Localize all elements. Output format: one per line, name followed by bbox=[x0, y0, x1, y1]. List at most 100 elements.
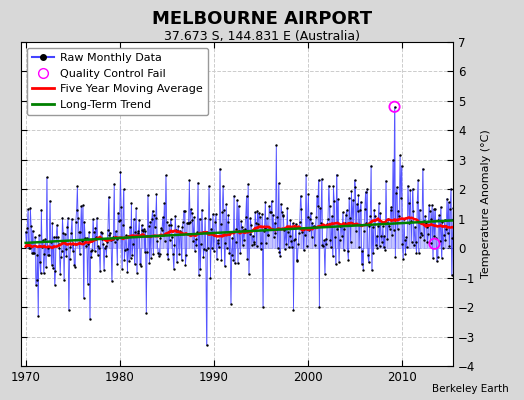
Point bbox=[176, 228, 184, 234]
Point bbox=[279, 212, 288, 219]
Point bbox=[211, 218, 220, 225]
Point bbox=[403, 244, 411, 250]
Point bbox=[449, 204, 457, 211]
Point bbox=[281, 246, 289, 252]
Point bbox=[52, 234, 60, 240]
Point bbox=[338, 233, 346, 239]
Point bbox=[446, 206, 454, 212]
Point bbox=[319, 242, 328, 249]
Point bbox=[451, 230, 460, 237]
Point bbox=[203, 229, 212, 236]
Point bbox=[336, 223, 345, 230]
Point bbox=[205, 216, 214, 222]
Point bbox=[90, 248, 99, 254]
Point bbox=[86, 316, 94, 322]
Point bbox=[208, 244, 216, 251]
Point bbox=[144, 192, 152, 198]
Point bbox=[400, 236, 409, 243]
Point bbox=[225, 250, 234, 256]
Point bbox=[398, 241, 407, 247]
Point bbox=[276, 253, 285, 260]
Point bbox=[245, 231, 254, 238]
Point bbox=[358, 248, 367, 254]
Point bbox=[243, 255, 252, 262]
Point bbox=[270, 234, 278, 240]
Point bbox=[185, 177, 193, 184]
Point bbox=[190, 214, 198, 220]
Point bbox=[104, 194, 113, 200]
Point bbox=[356, 207, 364, 213]
Point bbox=[378, 223, 387, 230]
Point bbox=[221, 240, 230, 246]
Point bbox=[217, 257, 226, 264]
Point bbox=[406, 187, 414, 193]
Point bbox=[434, 217, 443, 223]
Point bbox=[99, 241, 107, 247]
Point bbox=[284, 229, 292, 236]
Point bbox=[212, 210, 220, 217]
Point bbox=[161, 172, 170, 179]
Point bbox=[244, 181, 252, 187]
Point bbox=[376, 210, 385, 216]
Point bbox=[431, 206, 440, 212]
Point bbox=[427, 216, 435, 222]
Point bbox=[288, 244, 296, 250]
Point bbox=[280, 226, 288, 233]
Point bbox=[397, 162, 406, 169]
Point bbox=[220, 206, 228, 213]
Point bbox=[386, 226, 394, 232]
Point bbox=[120, 256, 128, 263]
Point bbox=[66, 244, 74, 250]
Point bbox=[368, 224, 377, 230]
Point bbox=[151, 215, 160, 221]
Point bbox=[324, 182, 333, 189]
Point bbox=[181, 262, 190, 268]
Point bbox=[59, 230, 68, 236]
Point bbox=[80, 294, 88, 301]
Point bbox=[49, 265, 57, 272]
Point bbox=[278, 209, 286, 215]
Point bbox=[405, 220, 413, 226]
Point bbox=[351, 177, 359, 183]
Point bbox=[386, 207, 395, 213]
Point bbox=[318, 176, 326, 182]
Point bbox=[268, 226, 277, 233]
Point bbox=[233, 197, 242, 203]
Point bbox=[90, 229, 98, 235]
Point bbox=[162, 218, 171, 225]
Point bbox=[447, 186, 455, 192]
Point bbox=[390, 104, 399, 110]
Point bbox=[348, 220, 356, 226]
Point bbox=[200, 246, 209, 252]
Point bbox=[138, 227, 147, 233]
Point bbox=[391, 254, 399, 260]
Point bbox=[159, 232, 168, 238]
Point bbox=[81, 235, 90, 241]
Point bbox=[105, 232, 114, 238]
Point bbox=[75, 251, 84, 258]
Point bbox=[101, 245, 109, 251]
Point bbox=[40, 251, 49, 257]
Point bbox=[416, 206, 424, 213]
Point bbox=[43, 252, 52, 258]
Point bbox=[307, 234, 315, 240]
Point bbox=[48, 220, 57, 226]
Point bbox=[334, 196, 342, 202]
Point bbox=[314, 177, 323, 183]
Point bbox=[150, 212, 158, 218]
Point bbox=[402, 234, 410, 240]
Point bbox=[93, 252, 102, 258]
Point bbox=[258, 211, 266, 217]
Point bbox=[394, 207, 402, 214]
Point bbox=[149, 251, 158, 258]
Point bbox=[275, 180, 283, 186]
Point bbox=[202, 246, 210, 253]
Point bbox=[44, 245, 52, 251]
Point bbox=[96, 229, 105, 236]
Point bbox=[135, 216, 144, 223]
Point bbox=[403, 182, 412, 189]
Point bbox=[139, 228, 147, 234]
Point bbox=[53, 234, 62, 241]
Point bbox=[365, 223, 374, 229]
Point bbox=[167, 222, 176, 228]
